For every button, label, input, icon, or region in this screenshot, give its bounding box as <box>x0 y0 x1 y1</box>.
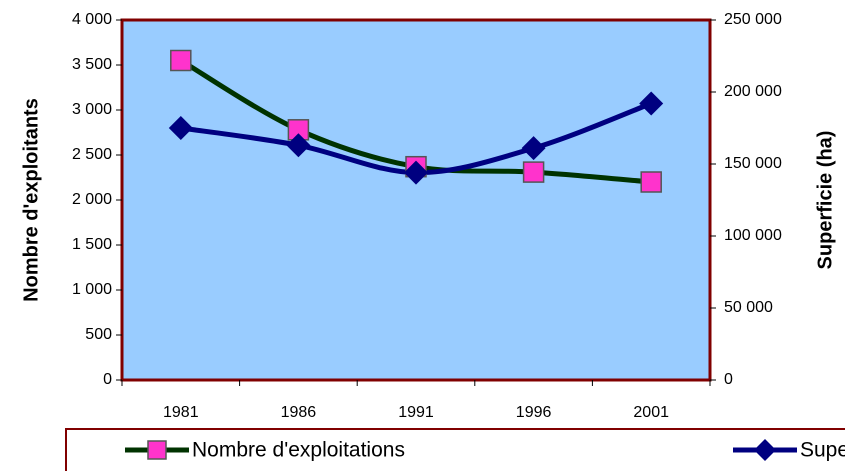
x-tick-label: 1991 <box>398 404 434 421</box>
y-tick-label: 2 000 <box>72 191 112 208</box>
y-tick-label: 3 500 <box>72 56 112 73</box>
legend-box <box>65 428 845 471</box>
marker <box>522 161 545 183</box>
y-tick-label: 3 000 <box>72 101 112 118</box>
x-tick-label: 1981 <box>163 404 199 421</box>
y-tick-label: 1 000 <box>72 281 112 298</box>
legend-label: Nombre d'exploitations <box>192 439 405 462</box>
marker <box>639 91 664 116</box>
marker <box>404 160 428 185</box>
y2-tick-label: 100 000 <box>724 227 782 244</box>
y-tick-label: 0 <box>103 371 112 388</box>
y2-axis-title: Superficie (ha) <box>814 131 836 270</box>
y2-tick-label: 200 000 <box>724 83 782 100</box>
legend-marker <box>754 439 776 461</box>
marker <box>170 49 192 72</box>
y2-tick-label: 250 000 <box>724 11 782 28</box>
y2-tick-label: 50 000 <box>724 299 773 316</box>
legend-marker <box>147 440 167 460</box>
marker <box>521 136 546 161</box>
marker <box>640 171 662 193</box>
legend-label: Superficie <box>800 439 845 462</box>
y-axis-title: Nombre d'exploitants <box>20 98 42 302</box>
y-tick-label: 4 000 <box>72 11 112 28</box>
y2-tick-label: 0 <box>724 371 733 388</box>
x-tick-label: 2001 <box>633 404 669 421</box>
y-tick-label: 1 500 <box>72 236 112 253</box>
x-tick-label: 1986 <box>281 404 317 421</box>
marker <box>168 116 193 140</box>
x-tick-label: 1996 <box>516 404 552 421</box>
y-tick-label: 2 500 <box>72 146 112 163</box>
y2-tick-label: 150 000 <box>724 155 782 172</box>
y-tick-label: 500 <box>85 326 112 343</box>
marker <box>286 133 311 158</box>
plot-area <box>120 18 712 382</box>
